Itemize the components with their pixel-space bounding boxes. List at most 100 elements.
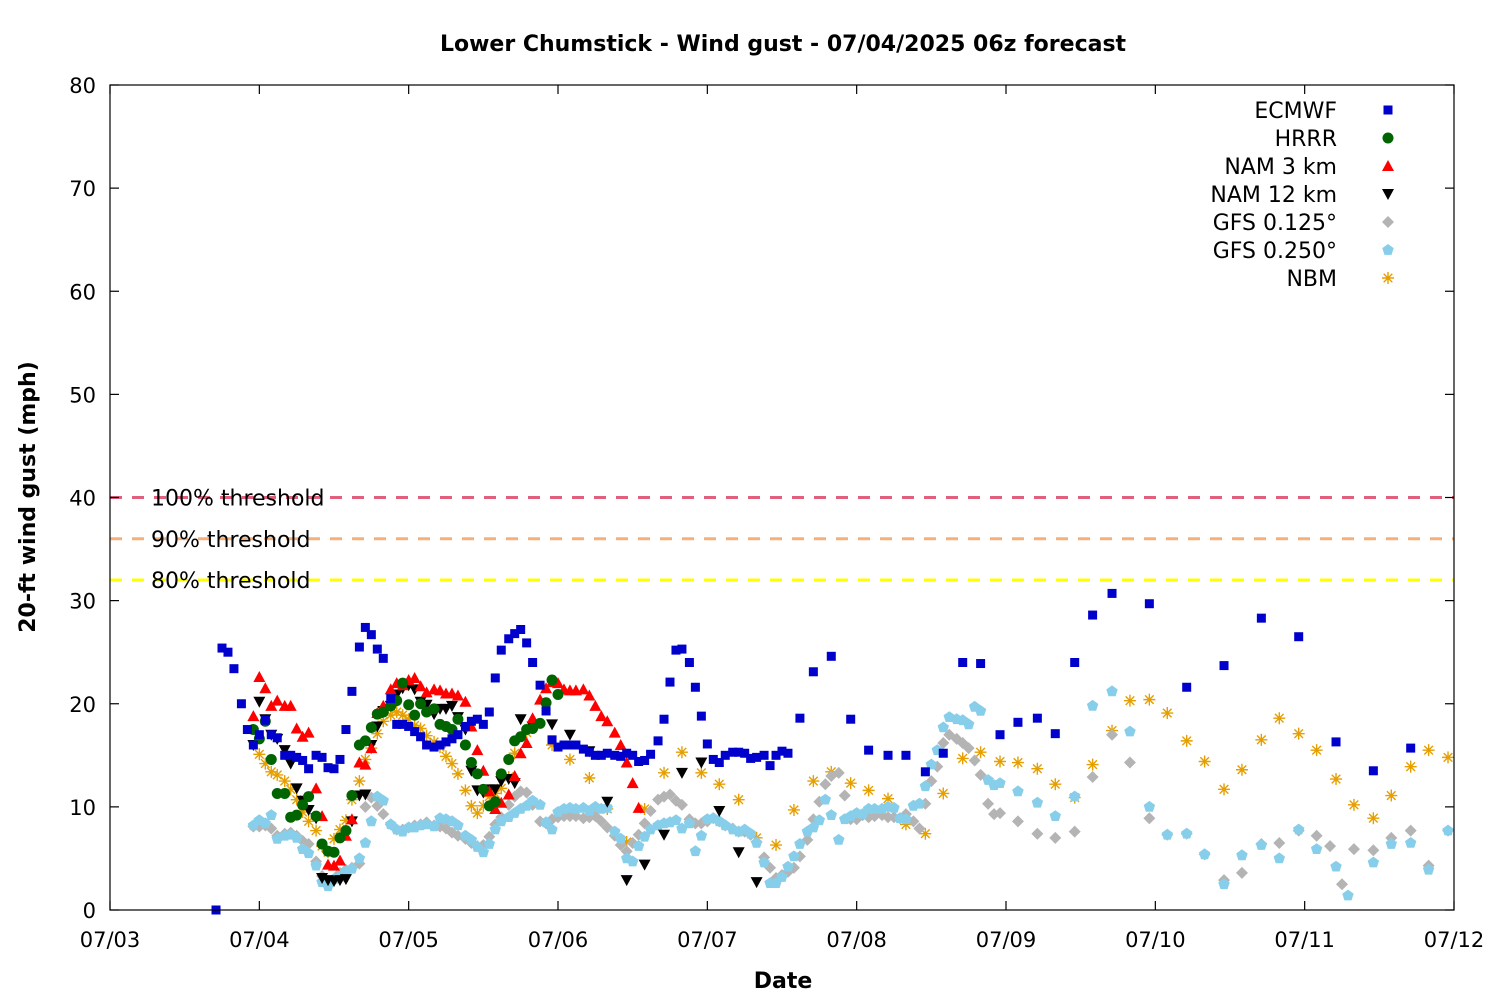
series-4-point-140 — [1347, 843, 1360, 856]
series-0-point-25 — [366, 630, 376, 640]
series-5-point-93 — [825, 809, 837, 820]
series-4-point-123 — [1049, 831, 1062, 844]
series-0-point-68 — [634, 757, 644, 766]
series-5-point-18 — [359, 837, 372, 848]
series-5-point-144 — [1442, 824, 1454, 836]
series-1-point-47 — [540, 697, 552, 709]
series-0-point-61 — [590, 750, 600, 760]
series-0-point-13 — [292, 752, 302, 762]
series-0-point-113 — [1219, 661, 1229, 671]
series-6-point-31 — [445, 757, 458, 770]
series-0-point-73 — [665, 677, 675, 687]
series-5-point-125 — [1086, 699, 1099, 711]
series-6-point-57 — [807, 775, 820, 788]
series-6-point-91 — [1442, 751, 1455, 764]
series-0-point-41 — [466, 716, 476, 726]
series-5-point-124 — [1069, 790, 1081, 802]
series-5-point-135 — [1273, 852, 1285, 864]
series-5-point-138 — [1330, 860, 1342, 872]
x-tick-label-8: 07/11 — [1274, 928, 1335, 952]
series-6-point-65 — [956, 752, 969, 765]
series-6-point-0 — [253, 748, 266, 761]
series-5-point-46 — [534, 798, 546, 810]
x-tick-label-1: 07/04 — [229, 928, 290, 952]
series-0-point-43 — [478, 719, 488, 729]
series-0-point-14 — [298, 755, 308, 765]
series-4-point-127 — [1123, 756, 1136, 769]
series-0-point-45 — [490, 673, 500, 683]
series-0-point-76 — [684, 658, 694, 667]
series-3-point-56 — [750, 877, 763, 889]
series-6-point-44 — [563, 753, 576, 766]
series-4-point-60 — [620, 845, 633, 858]
series-1-point-25 — [403, 699, 415, 711]
y-tick-label-8: 80 — [69, 74, 96, 98]
series-5-point-134 — [1255, 839, 1268, 850]
series-0-point-82 — [720, 750, 730, 760]
series-1 — [247, 674, 564, 858]
series-6-point-51 — [695, 766, 708, 779]
series-0-point-38 — [447, 734, 457, 744]
series-5-point-9 — [302, 847, 315, 859]
series-0-point-64 — [610, 750, 620, 760]
threshold-label-1: 90% threshold — [151, 528, 311, 553]
series-5-point-10 — [310, 859, 322, 871]
series-6-point-21 — [384, 709, 397, 722]
series-6-point-34 — [465, 799, 478, 812]
series-4-point-139 — [1336, 878, 1348, 891]
y-tick-label-0: 0 — [83, 899, 96, 923]
series-0-point-15 — [304, 764, 314, 774]
series-4-point-44 — [520, 786, 533, 799]
series-0-point-36 — [435, 740, 445, 750]
series-6-point-36 — [477, 799, 490, 812]
series-4-point-41 — [502, 798, 515, 811]
series-6-point-4 — [278, 775, 291, 788]
series-6-point-23 — [396, 709, 409, 722]
series-5-point-16 — [346, 862, 358, 874]
series-6-point-69 — [1031, 762, 1044, 775]
series-1-point-19 — [365, 721, 377, 733]
series-6-point-83 — [1292, 727, 1305, 740]
series-0-point-1 — [217, 643, 227, 653]
series-2-point-4 — [271, 694, 284, 706]
series-5-point-108 — [919, 780, 932, 792]
series-4-point-135 — [1273, 836, 1286, 849]
series-1-point-7 — [291, 809, 303, 821]
series-0-point-92 — [783, 748, 793, 758]
series-0-point-10 — [272, 733, 282, 743]
series-4-point-143 — [1404, 824, 1417, 837]
series-2-point-42 — [508, 769, 521, 781]
series-1-point-13 — [328, 846, 340, 858]
series-0-point-46 — [496, 645, 506, 655]
series-4-point-107 — [913, 822, 926, 835]
series-4-point-137 — [1310, 829, 1323, 842]
series-0-point-80 — [708, 754, 718, 764]
x-tick-label-4: 07/07 — [677, 928, 738, 952]
series-5-point-19 — [365, 815, 377, 827]
series-0-point-7 — [254, 730, 264, 740]
series-5 — [247, 685, 1454, 901]
series-2-point-30 — [434, 684, 447, 696]
y-tick-label-3: 30 — [69, 590, 96, 614]
series-5-point-81 — [750, 837, 763, 848]
series-6-point-35 — [471, 807, 484, 820]
series-1-point-3 — [265, 753, 277, 765]
series-5-point-129 — [1161, 828, 1173, 840]
series-6-point-55 — [770, 839, 783, 852]
series-0-point-88 — [759, 750, 769, 760]
series-2-point-36 — [471, 744, 484, 756]
series-2-point-34 — [459, 695, 472, 707]
series-6-point-84 — [1310, 744, 1323, 757]
series-5-point-130 — [1181, 827, 1193, 839]
series-6-point-62 — [899, 818, 912, 831]
series-6-point-88 — [1385, 789, 1398, 802]
series-3-point-50 — [638, 859, 651, 871]
series-0-point-2 — [223, 647, 233, 657]
series-0-point-90 — [771, 750, 781, 760]
series-0-point-63 — [602, 748, 612, 758]
series-5-point-29 — [428, 820, 440, 832]
series-3-point-31 — [440, 703, 452, 715]
series-5-point-143 — [1422, 863, 1435, 875]
series-0-point-21 — [341, 725, 351, 735]
series-5-point-107 — [913, 797, 926, 809]
